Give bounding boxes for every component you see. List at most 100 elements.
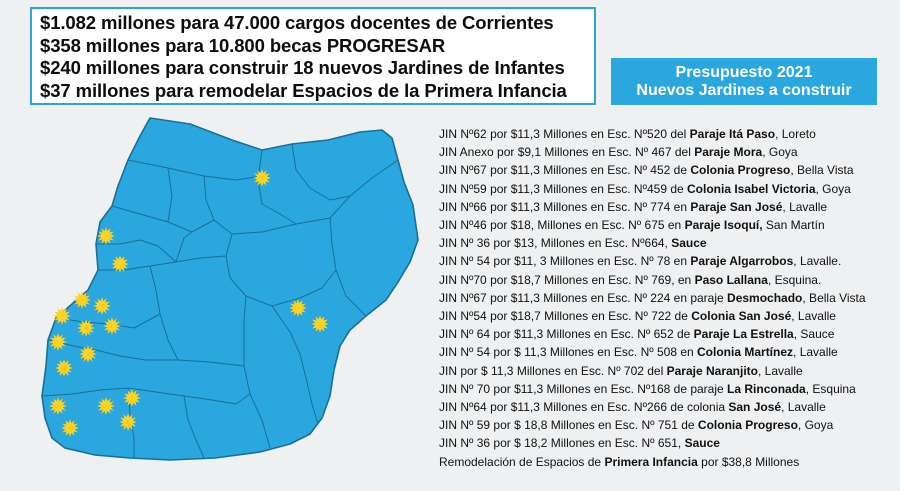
list-item-text: JIN Nº67 por $11,3 Millones en Esc. Nº 4… (439, 163, 691, 178)
department-borders (41, 143, 399, 459)
list-item-location: Primera Infancia (604, 454, 698, 469)
kindergarten-list: JIN Nº62 por $11,3 Millones en Esc. Nº52… (439, 125, 894, 471)
headline-new-kindergartens: $240 millones para construir 18 nuevos J… (40, 57, 565, 78)
list-item-location: Colonia San José (691, 309, 792, 324)
list-item-text: JIN Nº54 por $18,7 Millones en Esc. Nº 7… (439, 309, 692, 324)
list-item-department: , Lavalle (782, 199, 828, 214)
list-item-location: Paraje La Estrella (693, 327, 794, 342)
list-item: JIN Nº54 por $18,7 Millones en Esc. Nº 7… (439, 307, 894, 325)
sun-marker-icon (123, 389, 141, 407)
list-item-text: Remodelación de Espacios de (439, 454, 605, 469)
sun-marker-icon (53, 307, 71, 325)
list-item: JIN Nº66 por $11,3 Millones en Esc. Nº 7… (439, 198, 894, 216)
list-item: JIN Nº 54 por $11, 3 Millones en Esc. Nº… (439, 252, 894, 270)
budget-title: Presupuesto 2021 (675, 64, 813, 81)
list-item: JIN Nº62 por $11,3 Millones en Esc. Nº52… (439, 125, 894, 143)
list-item: JIN Nº 54 por $ 11,3 Millones en Esc. Nº… (439, 343, 894, 361)
sun-marker-icon (97, 397, 115, 415)
list-item-department: , Loreto (775, 127, 816, 141)
list-item-text: JIN por $ 11,3 Millones en Esc. Nº 702 d… (439, 363, 667, 378)
list-item-location: Paraje San José (690, 199, 783, 214)
list-item: JIN Nº 36 por $13, Millones en Esc. Nº66… (439, 234, 894, 252)
list-item: JIN Nº 36 por $ 18,2 Millones en Esc. Nº… (439, 434, 894, 452)
list-item-location: Paraje Isoquí, (684, 218, 763, 233)
list-item-department: , Goya (762, 145, 798, 160)
list-item-location: Desmochado (727, 290, 803, 305)
list-item-text: JIN Nº 54 por $ 11,3 Millones en Esc. Nº… (439, 345, 698, 360)
list-item-department: , Lavalle (781, 400, 826, 415)
sun-marker-icon (93, 297, 111, 315)
sun-marker-icon (119, 413, 137, 431)
list-item-location: Paraje Mora (694, 145, 763, 160)
list-item-department: San Martín (762, 218, 825, 233)
list-item-location: Sauce (684, 436, 720, 451)
list-item-text: JIN Nº64 por $11,3 Millones en Esc. Nº26… (439, 400, 729, 415)
headline-early-childhood-spaces: $37 millones para remodelar Espacios de … (40, 79, 567, 101)
corrientes-province-map (41, 117, 419, 461)
sun-marker-icon (55, 359, 73, 377)
list-item-text: JIN Nº46 por $18, Millones en Esc. Nº 67… (439, 218, 685, 233)
list-item-location: San José (728, 400, 782, 415)
list-item-department: , Lavalle (757, 363, 803, 378)
sun-marker-icon (79, 345, 97, 363)
list-item: JIN Nº67 por $11,3 Millones en Esc. Nº 4… (439, 161, 894, 179)
list-item-text: JIN Nº 64 por $11,3 Millones en Esc. Nº … (439, 327, 694, 342)
list-item: JIN Nº46 por $18, Millones en Esc. Nº 67… (439, 216, 894, 234)
list-item-location: Colonia Martínez (697, 345, 794, 360)
list-item-text: JIN Nº 59 por $ 18,8 Millones en Esc. Nº… (439, 418, 698, 433)
list-item-department: , Lavalle (793, 345, 838, 360)
sun-marker-icon (253, 169, 271, 187)
sun-marker-icon (49, 333, 67, 351)
list-item-department: , Lavalle. (793, 254, 842, 269)
headline-box: $1.082 millones para 47.000 cargos docen… (30, 7, 596, 105)
sun-marker-icon (61, 419, 79, 437)
list-item-department: , Goya (815, 181, 851, 196)
list-item-text: JIN Nº 36 por $ 18,2 Millones en Esc. Nº… (439, 436, 685, 451)
sun-marker-icon (311, 315, 329, 333)
list-item-location: Colonia Isabel Victoria (687, 181, 816, 196)
kindergarten-markers (49, 169, 329, 437)
sun-marker-icon (289, 299, 307, 317)
list-item-department: , Lavalle (791, 309, 836, 324)
list-item: Remodelación de Espacios de Primera Infa… (439, 453, 894, 471)
headline-progresar-scholarships: $358 millones para 10.800 becas PROGRESA… (40, 34, 446, 56)
sun-marker-icon (49, 397, 67, 415)
list-item-department: , Sauce (793, 327, 835, 342)
list-item-location: Colonia Progreso (690, 163, 791, 178)
headline-teaching-positions: $1.082 millones para 47.000 cargos docen… (40, 12, 554, 33)
list-item: JIN Nº 70 por $11,3 Millones en Esc. Nº1… (439, 380, 894, 398)
list-item-text: JIN Nº70 por $18,7 Millones en Esc. Nº 7… (439, 272, 695, 287)
list-item: JIN Nº64 por $11,3 Millones en Esc. Nº26… (439, 398, 894, 416)
list-item: JIN Nº 64 por $11,3 Millones en Esc. Nº … (439, 325, 894, 343)
list-item-text: JIN Nº 54 por $11, 3 Millones en Esc. Nº… (439, 254, 691, 269)
budget-banner: Presupuesto 2021 Nuevos Jardines a const… (611, 58, 877, 105)
sun-marker-icon (77, 319, 95, 337)
list-item: JIN Anexo por $9,1 Millones en Esc. Nº 4… (439, 143, 894, 161)
list-item-department: , Bella Vista (802, 290, 866, 305)
list-item-text: JIN Nº 70 por $11,3 Millones en Esc. Nº1… (439, 381, 728, 396)
list-item-text: JIN Nº62 por $11,3 Millones en Esc. Nº52… (439, 127, 690, 141)
list-item-location: La Rinconada (727, 381, 806, 396)
list-item: JIN Nº59 por $11,3 Millones en Esc. Nº45… (439, 180, 894, 198)
list-item-text: JIN Nº66 por $11,3 Millones en Esc. Nº 7… (439, 199, 691, 214)
list-item-department: , Goya (797, 418, 834, 433)
list-item: JIN Nº67 por $11,3 Millones en Esc. Nº 2… (439, 289, 894, 307)
list-item-text: JIN Nº 36 por $13, Millones en Esc. Nº66… (439, 236, 672, 251)
list-item-location: Sauce (671, 236, 707, 251)
list-item-text: JIN Nº67 por $11,3 Millones en Esc. Nº 2… (439, 290, 728, 305)
list-item-location: Paraje Itá Paso (689, 127, 776, 141)
list-item: JIN por $ 11,3 Millones en Esc. Nº 702 d… (439, 362, 894, 380)
sun-marker-icon (103, 317, 121, 335)
sun-marker-icon (97, 227, 115, 245)
province-outline (41, 117, 419, 461)
list-item-department: , Esquina (805, 381, 856, 396)
list-item-department: por $38,8 Millones (697, 454, 800, 469)
sun-marker-icon (73, 291, 91, 309)
list-item-location: Paraje Naranjito (666, 363, 758, 378)
list-item-location: Paso Lallana (694, 272, 768, 287)
list-item-text: JIN Anexo por $9,1 Millones en Esc. Nº 4… (439, 145, 695, 160)
list-item: JIN Nº 59 por $ 18,8 Millones en Esc. Nº… (439, 416, 894, 434)
list-item: JIN Nº70 por $18,7 Millones en Esc. Nº 7… (439, 271, 894, 289)
sun-marker-icon (111, 255, 129, 273)
list-item-department: , Bella Vista (790, 163, 854, 178)
